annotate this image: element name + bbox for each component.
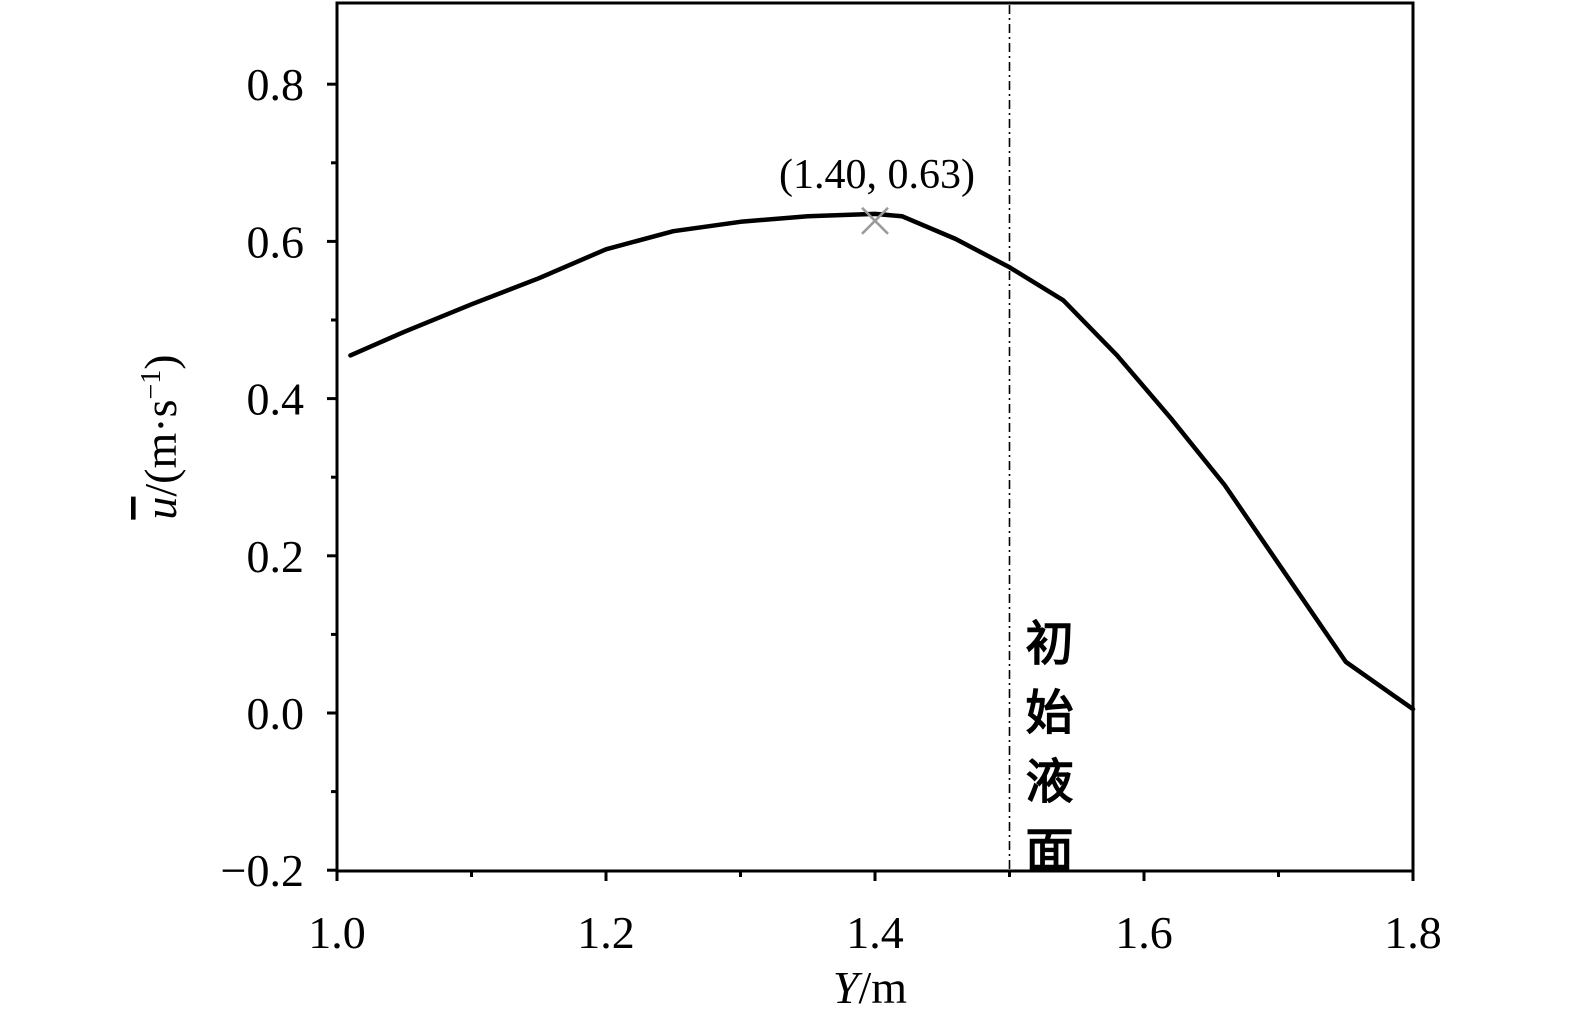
y-tick-label: 0.8 (247, 59, 305, 110)
x-axis-var: Y (833, 962, 863, 1013)
data-point (1169, 416, 1173, 420)
data-point (604, 247, 608, 251)
svg-text:u/(m·s−1): u/(m·s−1) (135, 354, 186, 519)
data-point (873, 212, 877, 216)
data-point (1061, 298, 1065, 302)
x-axis-title: Y/m (833, 962, 907, 1013)
data-point (470, 302, 474, 306)
x-tick-label: 1.0 (308, 907, 366, 958)
x-tick-label: 1.4 (846, 907, 904, 958)
data-point (402, 330, 406, 334)
y-tick-label: 0.2 (247, 531, 305, 582)
peak-marker-stroke (861, 206, 889, 235)
plot-frame (335, 1, 1415, 873)
ref-label-char: 液 (1025, 756, 1073, 809)
y-axis-unit-suffix: ) (135, 354, 186, 369)
data-point (954, 237, 958, 241)
y-axis-unit-prefix: /(m·s (135, 400, 186, 497)
y-tick-label: 0.0 (247, 688, 305, 739)
peak-annotation: (1.40, 0.63) (779, 152, 975, 198)
data-point (900, 214, 904, 218)
ref-label-char: 始 (1025, 687, 1073, 740)
y-tick-label: 0.4 (247, 374, 305, 425)
y-axis-var: u (135, 497, 186, 520)
y-axis-unit-exp: −1 (136, 370, 167, 400)
data-point (1344, 660, 1348, 664)
y-axis-title: u/(m·s−1) (135, 354, 186, 519)
data-point (806, 214, 810, 218)
data-point (1008, 265, 1012, 269)
data-point (671, 229, 675, 233)
data-point (1223, 483, 1227, 487)
series-points (348, 212, 1415, 711)
y-tick-label: 0.6 (247, 216, 305, 267)
velocity-series-line (348, 211, 1416, 712)
data-point (537, 276, 541, 280)
y-tick-label: −0.2 (221, 845, 304, 896)
peak-marker (861, 206, 889, 235)
data-point (348, 353, 352, 357)
x-tick-label: 1.8 (1384, 907, 1442, 958)
x-tick-label: 1.6 (1115, 907, 1173, 958)
data-point (1115, 353, 1119, 357)
tick-labels: 1.0 1.2 1.4 1.6 1.8 −0.2 0.0 0.2 0.4 0.6 0.8 (221, 59, 1442, 958)
data-point (739, 220, 743, 224)
data-point (1277, 562, 1281, 566)
ref-label-char: 面 (1025, 825, 1073, 878)
data-point (1411, 707, 1415, 711)
x-tick-label: 1.2 (577, 907, 635, 958)
ref-label-char: 初 (1025, 618, 1073, 671)
x-axis-unit: /m (859, 962, 908, 1013)
ticks (327, 82, 1415, 881)
